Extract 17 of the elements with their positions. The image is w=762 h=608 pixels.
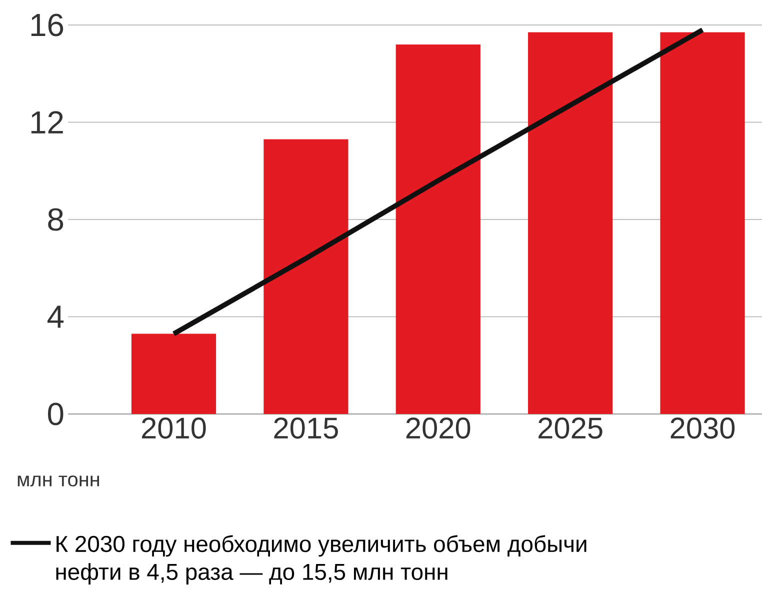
y-tick-label: 12	[31, 111, 63, 134]
x-tick-label: 2025	[538, 418, 602, 439]
y-tick-label: 0	[48, 402, 64, 426]
bar	[264, 139, 348, 414]
y-tick-label: 16	[31, 14, 64, 36]
bar	[131, 334, 216, 414]
bar	[396, 44, 480, 414]
x-tick-label: 2015	[274, 418, 338, 439]
bar	[660, 32, 745, 414]
legend-label: К 2030 году необходимо увеличить объем добычи нефти в 4,5 раза — до 15,5 млн тонн	[56, 535, 586, 585]
x-tick-label: 2010	[142, 418, 206, 439]
x-tick-label: 2020	[406, 418, 470, 439]
x-tick-label: 2030	[670, 418, 735, 439]
y-tick-label: 8	[48, 208, 64, 231]
y-axis-title: млн тонн	[18, 476, 99, 486]
bar	[528, 32, 613, 414]
y-tick-label: 4	[47, 306, 64, 328]
